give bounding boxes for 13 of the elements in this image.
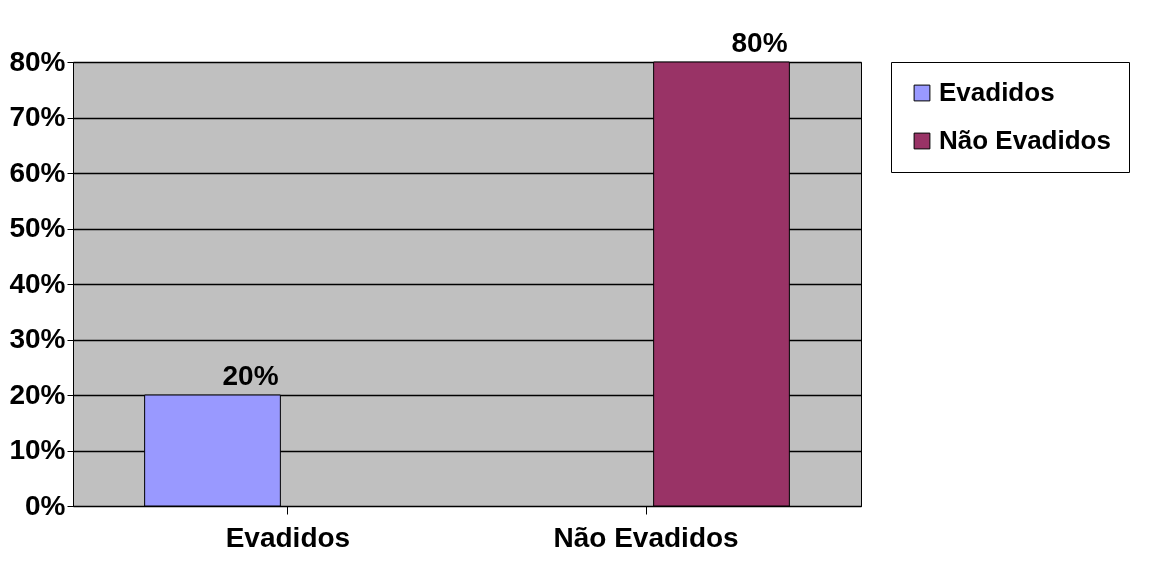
y-tick-label: 20% (9, 378, 66, 410)
legend-label: Não Evadidos (939, 125, 1111, 155)
data-label: 20% (222, 360, 279, 391)
y-tick-label: 60% (9, 156, 66, 188)
y-tick-label: 80% (9, 45, 66, 77)
y-tick-label: 70% (9, 101, 66, 132)
y-tick-label: 50% (9, 212, 66, 243)
y-tick-label: 30% (9, 323, 66, 354)
y-tick-label: 10% (9, 434, 66, 465)
y-tick-label: 40% (9, 267, 66, 299)
legend-label: Evadidos (939, 77, 1055, 107)
y-tick-label: 0% (25, 489, 66, 521)
data-label: 80% (731, 27, 788, 58)
